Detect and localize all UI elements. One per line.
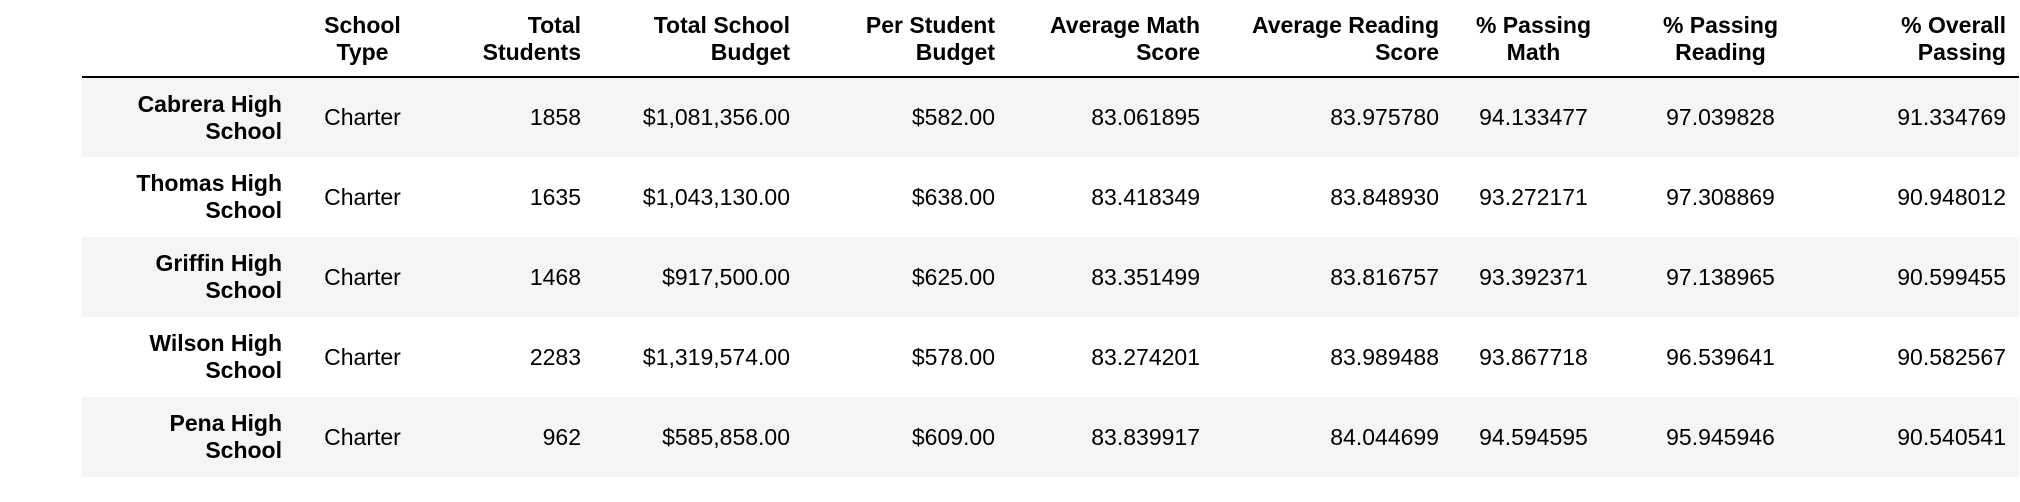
school-summary-table: School Type Total Students Total School … (82, 8, 2019, 477)
cell-total-students: 1468 (529, 263, 581, 290)
cell-school-type: Charter (324, 343, 401, 370)
cell-per-student-budget: $578.00 (911, 343, 995, 370)
table-row: Wilson High School Charter 2283 $1,319,5… (82, 317, 2019, 397)
column-header-passing-math: % Passing Math (1452, 8, 1622, 78)
row-index-school-name: Pena High School (169, 410, 282, 463)
row-index-school-name: Cabrera High School (137, 90, 282, 144)
cell-passing-math: 93.272171 (1479, 183, 1588, 210)
cell-average-reading-score: 83.816757 (1330, 263, 1439, 290)
cell-total-school-budget: $1,043,130.00 (642, 183, 790, 210)
cell-passing-reading: 96.539641 (1666, 343, 1775, 370)
header-row: School Type Total Students Total School … (82, 8, 2019, 78)
cell-school-type: Charter (324, 104, 401, 130)
cell-total-students: 1858 (529, 104, 581, 130)
table-row: Pena High School Charter 962 $585,858.00… (82, 397, 2019, 477)
cell-per-student-budget: $609.00 (911, 423, 995, 450)
cell-per-student-budget: $638.00 (911, 183, 995, 210)
table-body: Cabrera High School Charter 1858 $1,081,… (82, 77, 2019, 477)
cell-school-type: Charter (324, 183, 401, 210)
cell-per-student-budget: $625.00 (911, 263, 995, 290)
cell-total-school-budget: $585,858.00 (662, 423, 790, 450)
row-index-school-name: Griffin High School (155, 250, 282, 303)
table-row: Thomas High School Charter 1635 $1,043,1… (82, 157, 2019, 237)
row-index-school-name: Wilson High School (149, 330, 282, 383)
cell-passing-reading: 97.308869 (1666, 183, 1775, 210)
cell-average-math-score: 83.061895 (1091, 104, 1200, 130)
cell-per-student-budget: $582.00 (911, 104, 995, 130)
column-header-average-math-score: Average Math Score (1008, 8, 1213, 78)
table-row: Griffin High School Charter 1468 $917,50… (82, 237, 2019, 317)
table-header: School Type Total Students Total School … (82, 8, 2019, 78)
cell-average-math-score: 83.418349 (1091, 183, 1200, 210)
cell-passing-math: 93.392371 (1479, 263, 1588, 290)
column-header-school-type: School Type (294, 8, 438, 78)
cell-total-school-budget: $1,081,356.00 (642, 104, 790, 130)
column-header-total-school-budget: Total School Budget (594, 8, 803, 78)
cell-passing-math: 94.133477 (1479, 104, 1588, 130)
column-header-average-reading-score: Average Reading Score (1213, 8, 1452, 78)
row-index-school-name: Thomas High School (136, 170, 282, 223)
cell-total-school-budget: $917,500.00 (662, 263, 790, 290)
cell-overall-passing: 91.334769 (1897, 104, 2006, 130)
cell-average-math-score: 83.839917 (1091, 423, 1200, 450)
cell-passing-math: 94.594595 (1479, 423, 1588, 450)
column-header-total-students: Total Students (438, 8, 594, 78)
table-row: Cabrera High School Charter 1858 $1,081,… (82, 77, 2019, 157)
cell-passing-reading: 97.138965 (1666, 263, 1775, 290)
cell-average-math-score: 83.274201 (1091, 343, 1200, 370)
cell-overall-passing: 90.599455 (1897, 263, 2006, 290)
column-header-passing-reading: % Passing Reading (1622, 8, 1826, 78)
column-header-overall-passing: % Overall Passing (1826, 8, 2019, 78)
cell-overall-passing: 90.582567 (1897, 343, 2006, 370)
cell-average-reading-score: 83.848930 (1330, 183, 1439, 210)
cell-passing-reading: 95.945946 (1666, 423, 1775, 450)
column-header-per-student-budget: Per Student Budget (803, 8, 1008, 78)
cell-overall-passing: 90.948012 (1897, 183, 2006, 210)
cell-average-reading-score: 83.975780 (1330, 104, 1439, 130)
cell-overall-passing: 90.540541 (1897, 423, 2006, 450)
cell-total-students: 962 (542, 423, 581, 450)
cell-average-math-score: 83.351499 (1091, 263, 1200, 290)
index-header (82, 8, 294, 78)
cell-total-school-budget: $1,319,574.00 (642, 343, 790, 370)
cell-average-reading-score: 83.989488 (1330, 343, 1439, 370)
cell-school-type: Charter (324, 423, 401, 450)
cell-passing-reading: 97.039828 (1666, 104, 1775, 130)
cell-passing-math: 93.867718 (1479, 343, 1588, 370)
cell-total-students: 1635 (529, 183, 581, 210)
cell-average-reading-score: 84.044699 (1330, 423, 1439, 450)
cell-total-students: 2283 (529, 343, 581, 370)
cell-school-type: Charter (324, 263, 401, 290)
